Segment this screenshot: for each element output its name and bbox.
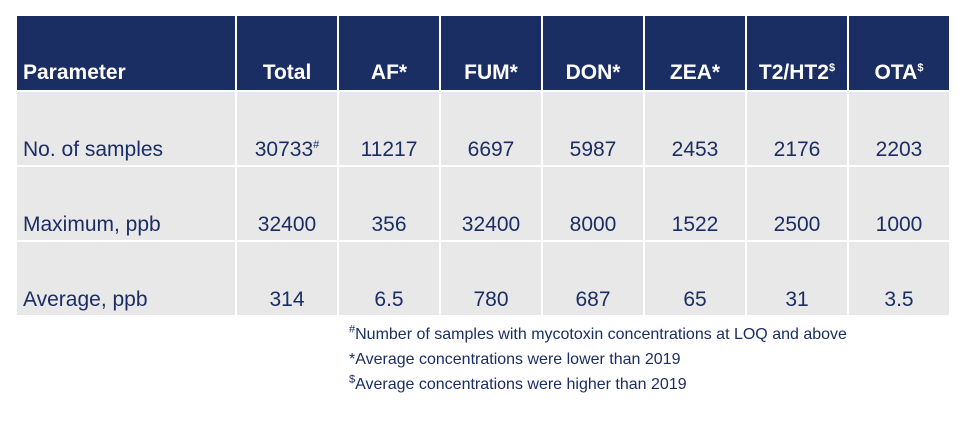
cell-fum: 32400: [441, 165, 541, 240]
cell-don: 687: [543, 240, 643, 315]
cell-ota: 1000: [849, 165, 949, 240]
table-row: No. of samples 30733# 11217 6697 5987 24…: [17, 90, 949, 165]
header-don: DON*: [543, 16, 643, 90]
cell-ota: 3.5: [849, 240, 949, 315]
header-t2ht2: T2/HT2$: [747, 16, 847, 90]
cell-t2ht2: 2500: [747, 165, 847, 240]
footnote-lower: *Average concentrations were lower than …: [349, 351, 681, 368]
footnote-samples: #Number of samples with mycotoxin concen…: [349, 323, 847, 343]
cell-zea: 1522: [645, 165, 745, 240]
table-row: Average, ppb 314 6.5 780 687 65 31 3.5: [17, 240, 949, 315]
footnote-higher: $Average concentrations were higher than…: [349, 373, 687, 393]
cell-total: 30733#: [237, 90, 337, 165]
footnotes: #Number of samples with mycotoxin concen…: [349, 322, 847, 397]
cell-fum: 6697: [441, 90, 541, 165]
cell-zea: 2453: [645, 90, 745, 165]
row-label: No. of samples: [17, 90, 235, 165]
cell-ota: 2203: [849, 90, 949, 165]
row-label: Average, ppb: [17, 240, 235, 315]
cell-total: 32400: [237, 165, 337, 240]
cell-total: 314: [237, 240, 337, 315]
table-header-row: Parameter Total AF* FUM* DON* ZEA* T2/HT…: [17, 16, 949, 90]
header-af: AF*: [339, 16, 439, 90]
cell-af: 356: [339, 165, 439, 240]
header-parameter: Parameter: [17, 16, 235, 90]
cell-t2ht2: 2176: [747, 90, 847, 165]
cell-af: 11217: [339, 90, 439, 165]
header-zea: ZEA*: [645, 16, 745, 90]
header-ota: OTA$: [849, 16, 949, 90]
row-label: Maximum, ppb: [17, 165, 235, 240]
cell-af: 6.5: [339, 240, 439, 315]
cell-fum: 780: [441, 240, 541, 315]
header-total: Total: [237, 16, 337, 90]
mycotoxin-summary-table: Parameter Total AF* FUM* DON* ZEA* T2/HT…: [15, 16, 951, 315]
cell-don: 8000: [543, 165, 643, 240]
table-row: Maximum, ppb 32400 356 32400 8000 1522 2…: [17, 165, 949, 240]
cell-zea: 65: [645, 240, 745, 315]
cell-don: 5987: [543, 90, 643, 165]
header-fum: FUM*: [441, 16, 541, 90]
cell-t2ht2: 31: [747, 240, 847, 315]
